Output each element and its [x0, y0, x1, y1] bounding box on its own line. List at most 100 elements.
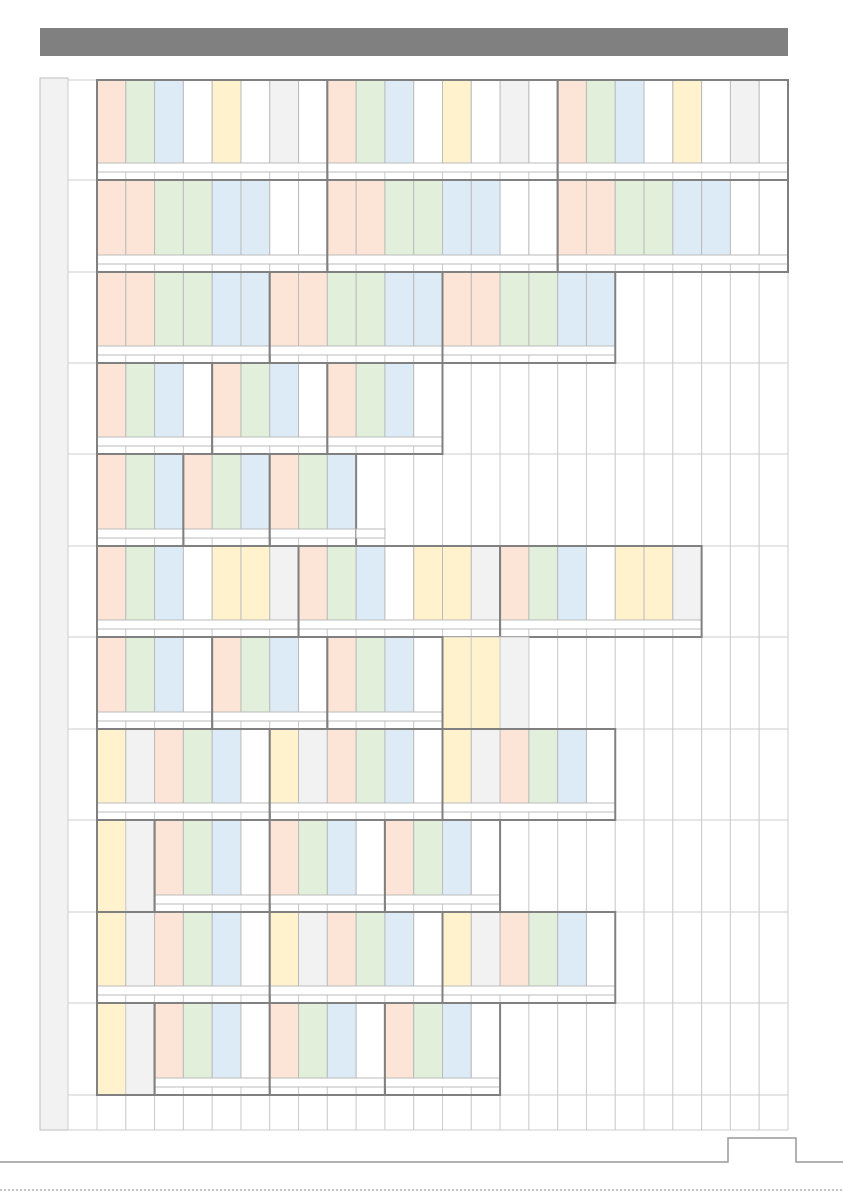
- cell: [614, 636, 645, 730]
- cell: [384, 728, 415, 804]
- cell: [384, 362, 415, 438]
- cell: [384, 636, 415, 713]
- footer-line: [0, 1137, 843, 1163]
- cell: [672, 453, 703, 547]
- cell: [240, 819, 271, 896]
- cell: [729, 911, 760, 1004]
- cell: [211, 911, 242, 987]
- label-cell: [67, 271, 98, 364]
- strip: [442, 345, 616, 356]
- group-border: [556, 179, 790, 273]
- cell: [442, 453, 472, 547]
- cell: [355, 1094, 386, 1131]
- cell: [470, 1002, 501, 1079]
- cell: [470, 1094, 501, 1131]
- cell: [701, 1002, 731, 1096]
- cell: [499, 911, 530, 987]
- cell: [269, 453, 300, 530]
- strip: [182, 528, 271, 539]
- cell: [528, 1002, 559, 1096]
- cell: [125, 179, 156, 256]
- cell: [585, 728, 616, 804]
- cell: [470, 271, 501, 347]
- cell: [499, 636, 530, 730]
- cell: [269, 911, 300, 987]
- cell: [211, 1094, 242, 1131]
- cell: [758, 819, 789, 913]
- cell: [614, 819, 645, 913]
- cell: [585, 179, 616, 256]
- cell: [729, 1002, 760, 1096]
- cell: [672, 545, 703, 621]
- strip: [442, 802, 616, 813]
- cell: [269, 179, 300, 256]
- cell: [326, 545, 357, 621]
- cell: [413, 271, 444, 347]
- cell: [269, 271, 300, 347]
- cell: [701, 911, 731, 1004]
- cell: [585, 79, 616, 164]
- strip: [96, 619, 300, 630]
- cell: [211, 728, 242, 804]
- cell: [96, 79, 127, 164]
- cell: [384, 1002, 415, 1079]
- label-cell: [67, 636, 98, 730]
- cell: [355, 545, 386, 621]
- cell: [614, 79, 645, 164]
- cell: [729, 179, 760, 256]
- cell: [125, 79, 156, 164]
- cell: [557, 728, 587, 804]
- cell: [528, 179, 559, 256]
- cell: [298, 1002, 328, 1079]
- cell: [470, 179, 501, 256]
- cell: [701, 819, 731, 913]
- strip: [269, 985, 443, 996]
- cell: [211, 1002, 242, 1079]
- cell: [154, 453, 184, 530]
- cell: [298, 453, 328, 530]
- strip: [96, 254, 328, 265]
- label-cell: [67, 453, 98, 547]
- cell: [125, 271, 156, 347]
- cell: [758, 79, 789, 164]
- cell: [643, 453, 674, 547]
- cell: [528, 1094, 559, 1131]
- cell: [701, 271, 731, 364]
- cell: [154, 79, 184, 164]
- strip: [557, 162, 789, 173]
- cell: [298, 636, 328, 713]
- cell: [326, 819, 357, 896]
- strip: [557, 254, 789, 265]
- cell: [528, 911, 559, 987]
- cell: [298, 79, 328, 164]
- cell: [557, 271, 587, 347]
- cell: [384, 819, 415, 896]
- cell: [672, 728, 703, 821]
- cell: [528, 271, 559, 347]
- cell: [96, 545, 127, 621]
- cell: [528, 79, 559, 164]
- cell: [585, 271, 616, 347]
- cell: [614, 911, 645, 1004]
- cell: [643, 819, 674, 913]
- cell: [154, 545, 184, 621]
- strip: [298, 619, 501, 630]
- cell: [298, 819, 328, 896]
- cell: [240, 453, 271, 530]
- cell: [442, 911, 472, 987]
- cell: [96, 1094, 127, 1131]
- cell: [269, 1094, 300, 1131]
- cell: [125, 1094, 156, 1131]
- label-cell: [67, 362, 98, 455]
- cell: [672, 79, 703, 164]
- cell: [585, 1002, 616, 1096]
- cell: [182, 636, 213, 713]
- cell: [240, 362, 271, 438]
- cell: [125, 362, 156, 438]
- cell: [182, 362, 213, 438]
- cell: [499, 271, 530, 347]
- cell: [211, 362, 242, 438]
- cell: [614, 453, 645, 547]
- cell: [125, 819, 156, 913]
- cell: [384, 79, 415, 164]
